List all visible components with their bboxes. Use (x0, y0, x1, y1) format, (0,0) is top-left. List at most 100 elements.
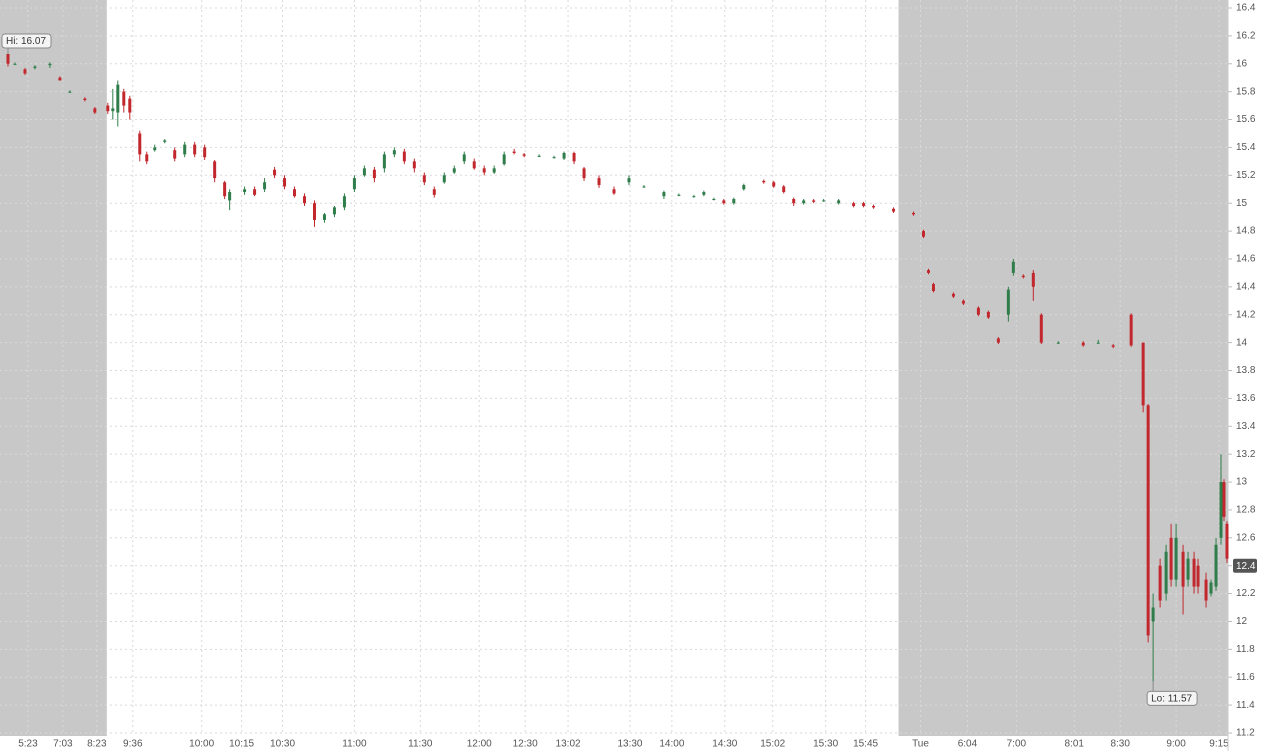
candle-body (996, 338, 1000, 343)
candle-body (1158, 565, 1162, 601)
candle-body (1111, 345, 1115, 347)
candle-body (1146, 405, 1150, 636)
candle-body (912, 212, 916, 215)
candle-body (627, 178, 631, 183)
candle-body (951, 293, 955, 297)
candle-body (213, 161, 217, 179)
candle-body (293, 189, 297, 197)
candle-body (303, 196, 307, 204)
x-tick-label: 14:00 (659, 739, 684, 750)
candle-body (1006, 289, 1010, 315)
candle-body (1225, 523, 1229, 559)
x-tick-label: 8:01 (1065, 739, 1085, 750)
candle-body (223, 182, 227, 197)
candle-body (203, 147, 207, 158)
x-tick-label: 10:00 (189, 739, 214, 750)
candle-body (452, 168, 456, 173)
x-tick-label: 13:30 (617, 739, 642, 750)
candle-body (1222, 482, 1226, 517)
y-tick-label: 11.2 (1236, 728, 1255, 739)
candle-body (193, 144, 197, 155)
candle-body (1031, 272, 1035, 287)
candle-body (742, 185, 746, 190)
candle-body (273, 169, 277, 176)
candle-body (782, 186, 786, 193)
candle-body (1081, 342, 1085, 346)
candle-body (1021, 275, 1025, 278)
candle-body (68, 91, 72, 93)
y-tick-label: 14.4 (1236, 281, 1256, 292)
x-tick-label: 7:00 (1007, 739, 1027, 750)
candle-body (342, 196, 346, 208)
candle-body (1164, 551, 1168, 594)
x-tick-label: 14:30 (712, 739, 737, 750)
candle-body (1186, 558, 1190, 580)
x-tick-label: 11:00 (342, 739, 367, 750)
candle-body (512, 151, 516, 153)
candle-body (597, 178, 601, 186)
candle-body (1056, 342, 1060, 344)
candle-body (58, 77, 62, 81)
candle-body (582, 168, 586, 179)
candle-body (677, 194, 681, 196)
candle-body (422, 175, 426, 183)
candle-body (13, 63, 17, 65)
candle-body (432, 189, 436, 195)
candle-body (106, 105, 110, 112)
candle-body (762, 180, 766, 183)
candle-body (48, 63, 52, 66)
candle-body (243, 189, 247, 193)
candle-body (722, 200, 726, 204)
candle-body (1039, 314, 1043, 343)
last-price-box (1233, 558, 1257, 573)
x-tick-label: 10:15 (229, 739, 254, 750)
candle-body (183, 144, 187, 155)
candle-body (1174, 537, 1178, 580)
candle-body (492, 168, 496, 173)
y-tick-label: 13.2 (1236, 449, 1256, 460)
x-tick-label: 11:30 (408, 739, 433, 750)
candle-body (572, 153, 576, 162)
candle-body (537, 155, 541, 157)
candle-body (93, 108, 97, 113)
y-tick-label: 14 (1236, 337, 1248, 348)
candle-body (837, 200, 841, 204)
candle-body (122, 91, 126, 106)
candle-body (1219, 482, 1223, 538)
candle-body (402, 151, 406, 162)
candle-body (138, 133, 142, 155)
candle-body (692, 196, 696, 198)
candle-body (253, 189, 257, 195)
candle-body (283, 178, 287, 187)
candle-body (372, 169, 376, 179)
x-tick-label: 13:02 (556, 739, 581, 750)
y-tick-label: 16 (1236, 58, 1248, 69)
candle-body (312, 203, 316, 220)
extended-hours-shade (898, 0, 1228, 736)
y-tick-label: 11.4 (1236, 700, 1255, 711)
candle-body (173, 150, 177, 159)
callout: Lo: 11.57 (1146, 690, 1198, 706)
candle-body (802, 200, 806, 204)
candle-body (1141, 342, 1145, 406)
callout-label: Hi: 16.07 (6, 36, 46, 47)
candle-body (792, 199, 796, 204)
candle-body (862, 203, 866, 206)
candle-body (352, 178, 356, 190)
x-tick-label: 15:02 (760, 739, 785, 750)
candle-body (163, 140, 167, 142)
candle-body (562, 153, 566, 159)
candle-body (442, 175, 446, 183)
candle-body (33, 66, 37, 68)
candle-body (961, 300, 965, 304)
x-tick-label: 5:23 (18, 739, 38, 750)
callout-box (1146, 690, 1198, 706)
x-tick-label: 6:04 (958, 739, 978, 750)
candle-body (702, 192, 706, 195)
y-tick-label: 16.4 (1236, 3, 1256, 14)
candle-body (1192, 558, 1196, 587)
candle-body (83, 98, 87, 101)
candle-body (1209, 582, 1213, 594)
candle-body (502, 154, 506, 165)
y-tick-label: 14.8 (1236, 226, 1256, 237)
